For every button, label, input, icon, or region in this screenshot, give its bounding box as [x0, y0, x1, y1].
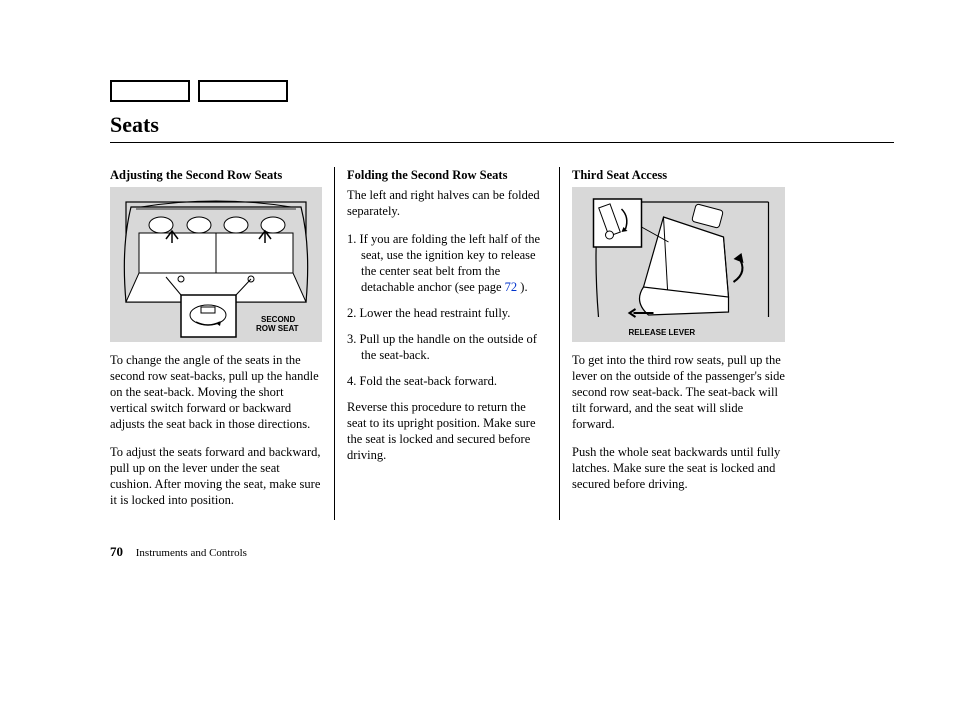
placeholder-box-2 [198, 80, 288, 102]
page-footer: 70 Instruments and Controls [110, 544, 247, 560]
col2-step2: 2. Lower the head restraint fully. [347, 305, 547, 321]
col2-step1: 1. If you are folding the left half of t… [347, 231, 547, 295]
col1-paragraph-1: To change the angle of the seats in the … [110, 352, 322, 432]
column-adjusting: Adjusting the Second Row Seats [110, 167, 335, 520]
col2-step4: 4. Fold the seat-back forward. [347, 373, 547, 389]
diagram-release-lever: RELEASE LEVER [572, 187, 785, 342]
content-columns: Adjusting the Second Row Seats [110, 167, 894, 520]
col3-paragraph-1: To get into the third row seats, pull up… [572, 352, 785, 432]
header-placeholder-boxes [110, 80, 894, 102]
page-number: 70 [110, 544, 123, 559]
col2-intro: The left and right halves can be folded … [347, 187, 547, 219]
col3-heading: Third Seat Access [572, 167, 785, 183]
column-third-seat: Third Seat Access [560, 167, 785, 520]
diagram-second-row-seat: SECOND ROW SEAT [110, 187, 322, 342]
svg-text:SECOND: SECOND [261, 315, 295, 324]
placeholder-box-1 [110, 80, 190, 102]
svg-text:ROW SEAT: ROW SEAT [256, 324, 299, 333]
col1-paragraph-2: To adjust the seats forward and backward… [110, 444, 322, 508]
col2-step3: 3. Pull up the handle on the outside of … [347, 331, 547, 363]
col2-outro: Reverse this procedure to return the sea… [347, 399, 547, 463]
col1-heading: Adjusting the Second Row Seats [110, 167, 322, 183]
page-title: Seats [110, 112, 894, 143]
col2-step1-text-b: ). [517, 280, 527, 294]
col2-heading: Folding the Second Row Seats [347, 167, 547, 183]
svg-text:RELEASE LEVER: RELEASE LEVER [629, 328, 696, 337]
page-link-72[interactable]: 72 [505, 280, 518, 294]
footer-section: Instruments and Controls [136, 547, 247, 559]
col3-paragraph-2: Push the whole seat backwards until full… [572, 444, 785, 492]
column-folding: Folding the Second Row Seats The left an… [335, 167, 560, 520]
